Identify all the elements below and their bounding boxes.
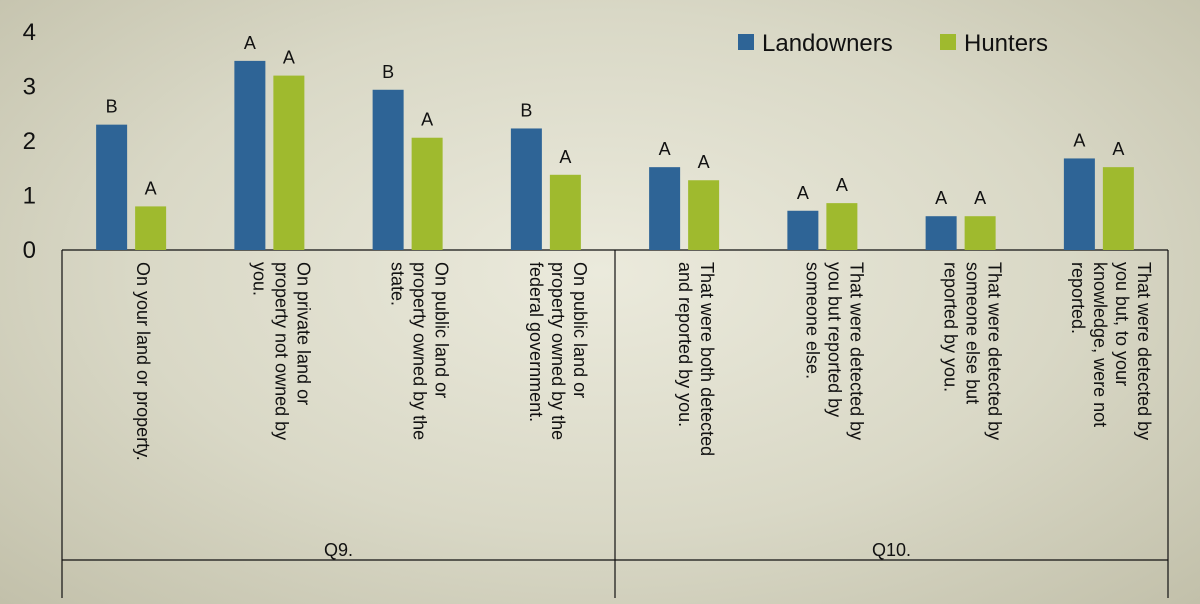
x-category-label-line: and reported by you. [675,262,695,427]
x-category-label-line: That were detected by [1134,262,1154,440]
x-category-label-line: On public land or [570,262,590,398]
x-category-label-line: property not owned by [271,262,291,440]
group-label: Q10. [872,540,911,560]
significance-label: B [382,62,394,82]
significance-label: A [974,188,986,208]
significance-label: A [698,152,710,172]
x-category-label-line: someone else but [963,262,983,404]
bar-landowners-3 [510,128,542,250]
chart-bars [96,60,1134,251]
bar-landowners-2 [372,89,404,251]
significance-label: A [1073,130,1085,150]
bar-landowners-1 [234,60,266,251]
significance-label: B [106,97,118,117]
y-tick-label: 4 [23,19,36,46]
x-category-label-line: you. [249,262,269,296]
bar-hunters-2 [411,137,443,250]
significance-label: A [244,33,256,53]
bar-hunters-5 [826,203,858,250]
x-category-label: On your land or property. [133,262,153,461]
x-category-label-line: you but, to your [1112,262,1132,386]
legend-label: Landowners [762,30,893,57]
bar-hunters-6 [964,216,996,250]
significance-label: A [935,188,947,208]
group-label: Q9. [324,540,353,560]
bar-hunters-1 [273,75,305,250]
x-category-label-line: That were both detected [697,262,717,456]
y-tick-label: 3 [23,74,36,101]
bar-landowners-7 [1063,158,1095,250]
x-category-label-line: federal government. [526,262,546,422]
bar-landowners-4 [649,167,681,250]
legend-swatch [738,34,754,50]
legend-label: Hunters [964,30,1048,57]
y-tick-label: 0 [23,237,36,264]
bar-hunters-7 [1102,167,1134,250]
x-category-label-line: On public land or [432,262,452,398]
bar-landowners-5 [787,210,819,250]
x-category-label-line: reported. [1068,262,1088,334]
chart-labels: B A B B A A A A A A A A A A A A On your land or property… [106,33,1154,560]
significance-label: A [1112,139,1124,159]
significance-label: A [836,175,848,195]
x-category-label-line: state. [388,262,408,306]
x-category-label-line: On your land or property. [133,262,153,461]
significance-label: A [145,178,157,198]
significance-label: A [421,110,433,130]
x-category-label-line: That were detected by [846,262,866,440]
significance-label: A [659,139,671,159]
bar-landowners-6 [925,216,957,250]
x-category-label-line: property owned by the [548,262,568,440]
bar-hunters-3 [549,174,581,250]
x-category-label-line: someone else. [802,262,822,379]
x-category-label-line: you but reported by [824,262,844,417]
x-category-label-line: reported by you. [941,262,961,392]
x-category-label-line: On private land or [293,262,313,405]
significance-label: B [520,100,532,120]
x-category-label-line: property owned by the [410,262,430,440]
bar-hunters-0 [135,206,167,250]
legend-swatch [940,34,956,50]
bar-hunters-4 [688,180,720,250]
y-tick-label: 1 [23,183,36,210]
significance-label: A [797,183,809,203]
chart-legend: Landowners Hunters [738,30,1048,57]
x-category-label-line: knowledge, were not [1090,262,1110,427]
significance-label: A [283,48,295,68]
significance-label: A [559,147,571,167]
y-tick-label: 2 [23,128,36,155]
bar-landowners-0 [96,124,128,250]
x-category-label-line: That were detected by [985,262,1005,440]
